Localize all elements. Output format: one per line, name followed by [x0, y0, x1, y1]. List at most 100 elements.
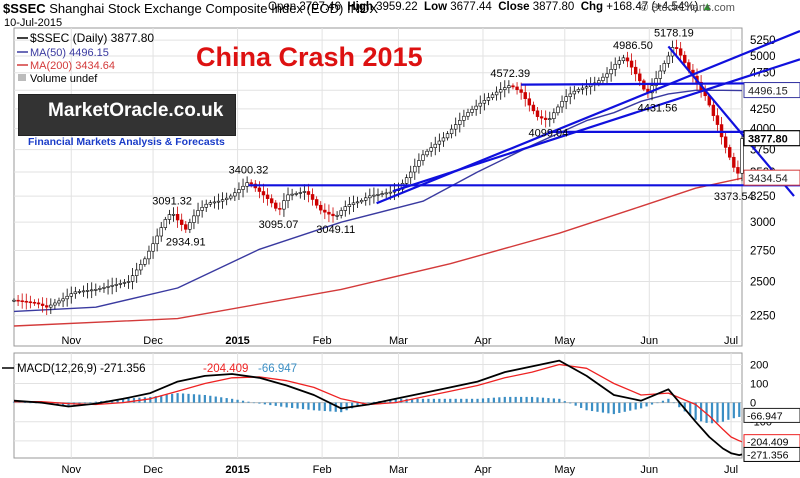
macd-hist-bar	[623, 402, 626, 412]
price-annotation: 3373.54	[714, 191, 754, 203]
macd-hist-bar	[738, 402, 741, 417]
price-x-tick-label: Nov	[61, 335, 81, 347]
macd-line	[13, 359, 743, 457]
macd-hist-bar	[449, 398, 452, 403]
price-candle-body	[257, 187, 262, 192]
price-candle-body	[94, 289, 98, 291]
macd-hist-bar	[661, 400, 665, 403]
branding-logo-box	[18, 94, 236, 136]
price-candle-body	[609, 69, 613, 75]
price-candle-body	[364, 197, 368, 201]
macd-hist-bar	[585, 402, 588, 411]
price-candle-body	[482, 100, 487, 104]
macd-hist-bar	[732, 402, 735, 419]
price-candle-body	[327, 211, 331, 215]
price-candle-body	[12, 299, 16, 302]
price-candle-body	[359, 200, 364, 203]
chart-date: 10-Jul-2015	[4, 17, 63, 29]
price-x-tick-label: May	[554, 335, 575, 347]
price-candle-body	[683, 54, 687, 63]
macd-hist-bar	[694, 402, 697, 420]
price-candle-body	[20, 300, 24, 303]
price-candle-body	[229, 195, 233, 199]
chart-header-title: $SSEC Shanghai Stock Exchange Composite …	[3, 1, 379, 16]
macd-hist-bar	[214, 396, 217, 403]
price-annotation: 3091.32	[152, 195, 192, 207]
macd-hist-bar	[465, 398, 468, 403]
price-candle-body	[143, 258, 147, 265]
price-candle-body	[302, 191, 307, 193]
price-candle-body	[204, 203, 208, 208]
macd-hist-bar	[296, 402, 299, 409]
macd-hist-bar	[514, 396, 517, 403]
macd-hist-bar	[476, 398, 479, 403]
macd-hist-bar	[171, 393, 174, 403]
price-candle-body	[740, 138, 744, 174]
macd-value-badge-label: -204.409	[747, 437, 789, 449]
price-candle-body	[605, 73, 609, 78]
macd-hist-bar	[416, 398, 419, 403]
value-badge-label: 3434.54	[748, 173, 788, 185]
price-candle-body	[200, 207, 204, 211]
macd-hist-bar	[558, 398, 561, 403]
macd-hist-bar	[94, 401, 97, 403]
price-candle-body	[237, 189, 241, 194]
macd-y-tick-label: 200	[750, 359, 768, 371]
macd-hist-bar	[61, 402, 65, 406]
price-candle-body	[531, 104, 536, 112]
price-candle-body	[527, 98, 532, 106]
macd-hist-bar	[672, 402, 675, 404]
macd-hist-bar	[127, 398, 130, 403]
price-candle-body	[40, 303, 45, 306]
price-candle-body	[736, 167, 740, 174]
price-y-tick-label: 4750	[750, 68, 776, 80]
macd-hist-bar	[678, 402, 681, 408]
price-candle-body	[732, 156, 736, 168]
price-candle-body	[376, 194, 380, 196]
price-candle-body	[159, 227, 163, 237]
price-candle-body	[245, 182, 249, 187]
price-candle-body	[523, 92, 527, 100]
price-y-tick-label: 2250	[750, 311, 776, 323]
macd-hist-bar	[236, 399, 239, 403]
price-candle-body	[290, 193, 294, 196]
price-annotation: 5178.19	[654, 28, 694, 40]
value-badge-box	[743, 130, 800, 147]
price-candle-body	[650, 85, 654, 94]
macd-hist-bar	[640, 402, 643, 409]
price-candle-body	[98, 288, 102, 290]
price-y-tick-label: 3000	[750, 217, 776, 229]
macd-hist-bar	[689, 402, 692, 416]
macd-hist-bar	[629, 402, 632, 411]
macd-value-badge-label: -271.356	[747, 449, 789, 461]
macd-hist-bar	[83, 402, 86, 404]
price-candle-body	[437, 140, 442, 145]
price-candle-body	[454, 124, 458, 130]
price-y-tick-label: 3750	[750, 145, 776, 157]
price-y-tick-label: 3250	[750, 191, 776, 203]
macd-hist-bar	[683, 402, 686, 412]
price-candle-body	[314, 199, 319, 206]
price-candle-body	[208, 202, 213, 205]
macd-hist-bar	[607, 402, 610, 414]
price-candle-body	[564, 96, 568, 102]
macd-hist-bar	[650, 402, 654, 405]
price-candle-body	[511, 85, 515, 88]
macd-hist-bar	[487, 398, 490, 403]
macd-hist-bar	[220, 397, 223, 403]
price-y-tick-label: 2750	[750, 245, 776, 257]
price-candle-body	[155, 235, 159, 245]
price-candle-body	[122, 282, 127, 284]
macd-y-tick-label: 0	[750, 398, 756, 410]
price-candle-body	[449, 128, 454, 135]
price-candle-body	[466, 112, 470, 117]
macd-signal-line	[14, 363, 743, 443]
price-candle-body	[331, 213, 335, 217]
macd-value-badge-box	[743, 446, 800, 462]
price-candle-body	[666, 55, 671, 64]
price-candle-body	[306, 191, 311, 195]
trendline	[392, 58, 800, 193]
price-candle-body	[24, 300, 28, 303]
price-candle-body	[429, 147, 433, 152]
price-candle-body	[515, 86, 519, 90]
